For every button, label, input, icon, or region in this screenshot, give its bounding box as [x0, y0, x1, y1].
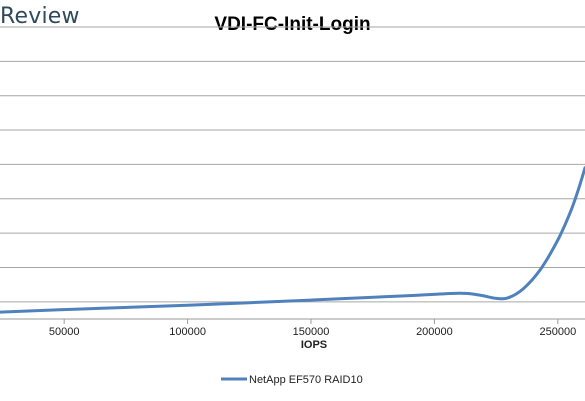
- x-tick-label-2: 150000: [293, 326, 330, 338]
- legend: NetApp EF570 RAID10: [221, 374, 363, 386]
- x-axis-title: IOPS: [301, 339, 327, 351]
- brand-logo-text: Review: [0, 4, 80, 29]
- grid-lines: [0, 26, 585, 303]
- x-tick-label-4: 250000: [539, 326, 576, 338]
- x-axis-ticks: 50000 100000 150000 200000 250000: [49, 319, 576, 338]
- chart-title: VDI-FC-Init-Login: [214, 14, 371, 35]
- x-tick-label-3: 200000: [416, 326, 453, 338]
- series-layer: [0, 166, 585, 314]
- x-tick-label-1: 100000: [169, 326, 206, 338]
- series-line-0: [0, 166, 585, 314]
- legend-label: NetApp EF570 RAID10: [249, 374, 363, 386]
- x-tick-label-0: 50000: [49, 326, 80, 338]
